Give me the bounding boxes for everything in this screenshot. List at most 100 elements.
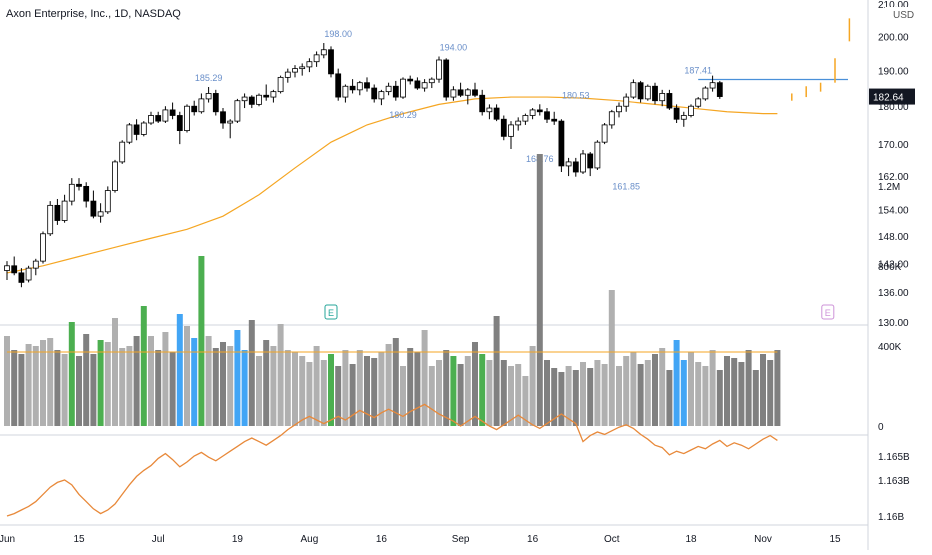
- volume-bar: [392, 338, 399, 426]
- last-price-label: 182.64: [873, 93, 904, 104]
- candle-body: [594, 141, 601, 169]
- volume-bar: [407, 348, 414, 426]
- volume-bar: [385, 344, 392, 426]
- candle: [544, 108, 550, 124]
- volume-axis-tick: 800K: [878, 262, 902, 273]
- volume-bar: [133, 336, 140, 426]
- volume-bar: [169, 352, 176, 426]
- candle-body: [25, 267, 32, 281]
- candle: [558, 119, 565, 172]
- candle-body: [565, 161, 572, 167]
- candle-body: [227, 120, 234, 124]
- volume-bar: [752, 370, 759, 426]
- volume-bar: [90, 354, 97, 426]
- candle-body: [4, 265, 10, 271]
- candle-body: [623, 96, 630, 107]
- price-annotation: 194.00: [440, 43, 468, 53]
- candle-body: [241, 96, 248, 102]
- candle: [169, 102, 176, 120]
- candle: [155, 111, 162, 124]
- candle: [54, 198, 61, 225]
- candle: [356, 80, 363, 96]
- candle-body: [472, 89, 478, 96]
- volume-bar: [61, 354, 68, 426]
- time-axis-tick: 15: [829, 534, 841, 545]
- volume-bar: [464, 356, 471, 426]
- candle-body: [90, 200, 97, 217]
- chart-title: Axon Enterprise, Inc., 1D, NASDAQ: [6, 8, 181, 20]
- price-axis-tick: 130.00: [878, 318, 909, 329]
- candle-body: [155, 115, 162, 122]
- time-axis-tick: Nov: [754, 534, 772, 545]
- volume-bar: [688, 352, 694, 426]
- candle-body: [486, 107, 493, 113]
- volume-bar: [47, 338, 54, 426]
- price-annotation: 180.53: [562, 90, 590, 100]
- currency-label: USD: [893, 10, 914, 21]
- candle-body: [493, 107, 500, 120]
- candle-body: [515, 120, 522, 126]
- candle-body: [313, 54, 320, 63]
- candle: [277, 75, 284, 94]
- candle: [378, 89, 385, 106]
- candle-body: [234, 100, 241, 122]
- candle-body: [364, 82, 370, 89]
- volume-bar: [104, 342, 111, 426]
- volume-bar: [248, 320, 255, 426]
- volume-bar: [162, 332, 169, 426]
- volume-bar: [515, 364, 522, 426]
- candle: [220, 108, 226, 129]
- earnings-marker-label: E: [328, 308, 334, 318]
- volume-bar: [637, 364, 644, 426]
- volume-bar: [284, 350, 291, 426]
- candle-body: [47, 204, 54, 235]
- candle-body: [61, 200, 68, 221]
- candle-body: [112, 161, 118, 191]
- candle: [565, 157, 572, 177]
- volume-bar: [356, 350, 363, 426]
- candle: [328, 46, 334, 78]
- candle: [529, 108, 536, 120]
- candle: [709, 75, 716, 92]
- candle: [270, 89, 277, 103]
- candle-body: [666, 93, 673, 109]
- candle: [198, 93, 205, 114]
- candle: [702, 86, 709, 101]
- candle-body: [572, 161, 579, 173]
- candle: [450, 86, 457, 101]
- volume-bar: [666, 370, 673, 426]
- candle-body: [68, 183, 75, 202]
- candle-body: [104, 190, 111, 213]
- candle-body: [637, 82, 644, 100]
- volume-bar: [292, 352, 298, 426]
- volume-bar: [54, 350, 61, 426]
- candle-body: [652, 85, 658, 102]
- time-axis-tick: 16: [376, 534, 388, 545]
- volume-bar: [112, 318, 118, 426]
- candle: [90, 190, 97, 219]
- candle-body: [169, 109, 176, 116]
- candle: [148, 111, 154, 125]
- volume-bar: [18, 354, 25, 426]
- volume-bar: [328, 354, 334, 426]
- candle: [263, 84, 270, 101]
- candle: [414, 77, 421, 90]
- candle: [644, 84, 651, 101]
- candle-body: [256, 94, 262, 105]
- volume-bar: [227, 346, 234, 426]
- candle-body: [680, 115, 687, 120]
- candle: [695, 97, 702, 109]
- candle-body: [83, 185, 90, 202]
- volume-bar: [234, 330, 241, 426]
- volume-bar: [702, 366, 709, 426]
- volume-bar: [313, 346, 320, 426]
- rs-axis-tick: 1.16B: [878, 512, 904, 523]
- volume-bar: [565, 366, 572, 426]
- candle-body: [536, 109, 543, 113]
- last-price-tag: [869, 88, 915, 105]
- candle-body: [292, 68, 298, 73]
- price-axis-tick: 162.00: [878, 172, 909, 183]
- time-axis-tick: 19: [232, 534, 244, 545]
- volume-bar: [601, 364, 608, 426]
